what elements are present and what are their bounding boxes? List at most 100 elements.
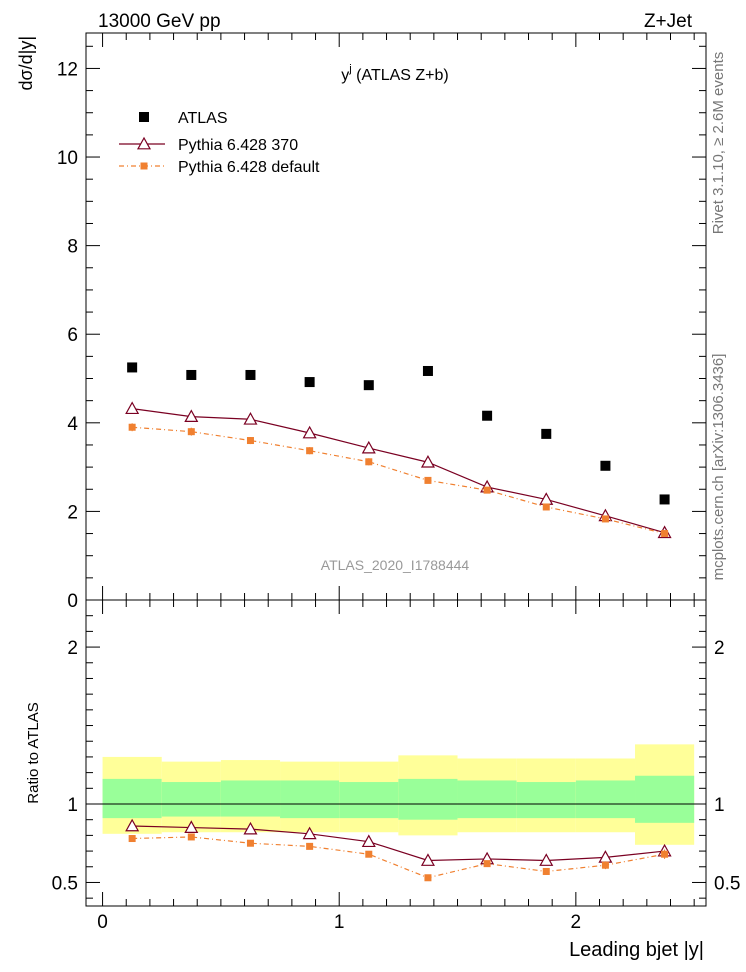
data-point [245, 369, 256, 380]
legend-label: Pythia 6.428 370 [178, 137, 298, 154]
legend: ATLAS Pythia 6.428 370 Pythia 6.428 defaul… [119, 110, 320, 176]
uncertainty-band-inner [635, 775, 695, 823]
series-line [132, 408, 665, 534]
chart-title: yj (ATLAS Z+b) [341, 63, 449, 84]
data-point [365, 458, 373, 466]
ratio-y-axis-label: Ratio to ATLAS [25, 702, 42, 803]
uncertainty-band-inner [457, 780, 517, 819]
ratio-data-point [601, 861, 609, 869]
series-0 [127, 362, 670, 505]
ratio-axis-ticks: 0.5 0.5 1 1 2 2 0 1 2 [52, 600, 740, 933]
main-tick-label: 8 [67, 237, 78, 258]
ratio-tick-label-right: 0.5 [714, 873, 740, 894]
legend-marker [139, 112, 149, 122]
data-point [306, 447, 314, 455]
data-point [661, 530, 669, 538]
legend-marker [140, 162, 148, 170]
ratio-series-1 [128, 833, 669, 882]
uncertainty-band-inner [102, 778, 162, 819]
data-point [246, 437, 254, 445]
data-point [184, 409, 199, 423]
header-right: Z+Jet [644, 11, 693, 32]
data-point [361, 440, 376, 454]
uncertainty-band-inner [280, 780, 340, 819]
data-point [243, 412, 258, 425]
ratio-tick-label: 1 [67, 795, 78, 816]
uncertainty-band-inner [575, 780, 636, 819]
ratio-data-point [125, 818, 140, 832]
data-point [601, 515, 609, 523]
title-main: y [341, 67, 349, 84]
legend-marker [136, 136, 152, 150]
ratio-data-point [361, 834, 376, 848]
main-axis-ticks: 0 2 4 6 8 10 12 [57, 33, 706, 612]
x-tick-label: 2 [571, 912, 582, 933]
main-tick-label: 4 [67, 414, 78, 435]
main-tick-label: 6 [67, 325, 78, 346]
data-point [127, 362, 138, 373]
main-tick-label: 10 [57, 148, 78, 169]
data-point [542, 503, 550, 511]
ratio-series-0 [125, 818, 672, 866]
analysis-watermark: ATLAS_2020_I1788444 [321, 557, 470, 573]
x-tick-label: 0 [97, 912, 108, 933]
data-point [541, 428, 552, 439]
header-left: 13000 GeV pp [98, 11, 221, 32]
data-point [424, 476, 432, 484]
x-axis-label: Leading bjet |y| [569, 939, 704, 961]
legend-label: ATLAS [178, 110, 228, 127]
rivet-label: Rivet 3.1.10, ≥ 2.6M events [710, 52, 727, 235]
ratio-data-point [246, 839, 254, 847]
data-point [363, 380, 374, 391]
ratio-data-point [539, 853, 554, 866]
ratio-series-line [132, 825, 665, 862]
ratio-series-line [132, 836, 665, 879]
ratio-data-point [128, 835, 136, 843]
uncertainty-band-inner [220, 780, 281, 817]
data-point [304, 377, 315, 388]
ratio-data-point [365, 850, 373, 858]
ratio-tick-label-right: 2 [714, 638, 725, 659]
ratio-data-point [243, 821, 258, 835]
ratio-panel: 0.5 0.5 1 1 2 2 0 1 2 Ratio to ATLAS Leading bje… [25, 599, 740, 961]
uncertainty-band-inner [516, 782, 576, 819]
ratio-data-point [187, 833, 195, 841]
main-panel: 0 2 4 6 8 10 12 yj (ATLAS Z+b) ATLAS_2020_I178… [16, 32, 707, 612]
data-point [659, 494, 670, 505]
ratio-tick-label: 0.5 [52, 873, 78, 894]
ratio-data-point [302, 826, 317, 840]
ratio-data-point [184, 820, 199, 833]
data-point [600, 460, 611, 471]
data-point [125, 401, 140, 415]
ratio-tick-label: 2 [67, 638, 78, 659]
data-point [186, 369, 197, 380]
data-point [482, 410, 493, 421]
data-point [187, 428, 195, 436]
ratio-frame [85, 599, 707, 907]
data-point [422, 365, 433, 376]
title-suffix: (ATLAS Z+b) [352, 67, 449, 84]
data-point [302, 425, 317, 439]
main-tick-label: 2 [67, 502, 78, 523]
ratio-tick-label-right: 1 [714, 795, 725, 816]
main-tick-label: 12 [57, 59, 78, 80]
ratio-bands [102, 744, 695, 845]
series-1 [125, 401, 672, 539]
mcplots-label: mcplots.cern.ch [arXiv:1306.3436] [710, 354, 727, 581]
uncertainty-band-inner [339, 782, 399, 819]
uncertainty-band-inner [161, 782, 221, 817]
ratio-series [125, 818, 672, 882]
data-point [420, 455, 435, 468]
main-y-axis-label: dσ/d|y| [16, 36, 36, 90]
ratio-data-point [424, 874, 432, 882]
ratio-data-point [661, 850, 669, 858]
legend-label: Pythia 6.428 default [178, 159, 320, 176]
ratio-data-point [542, 867, 550, 875]
data-point [128, 423, 136, 431]
ratio-data-point [306, 842, 314, 850]
main-tick-label: 0 [67, 591, 78, 612]
main-series [125, 362, 672, 539]
ratio-data-point [483, 860, 491, 868]
uncertainty-band-inner [398, 778, 458, 820]
